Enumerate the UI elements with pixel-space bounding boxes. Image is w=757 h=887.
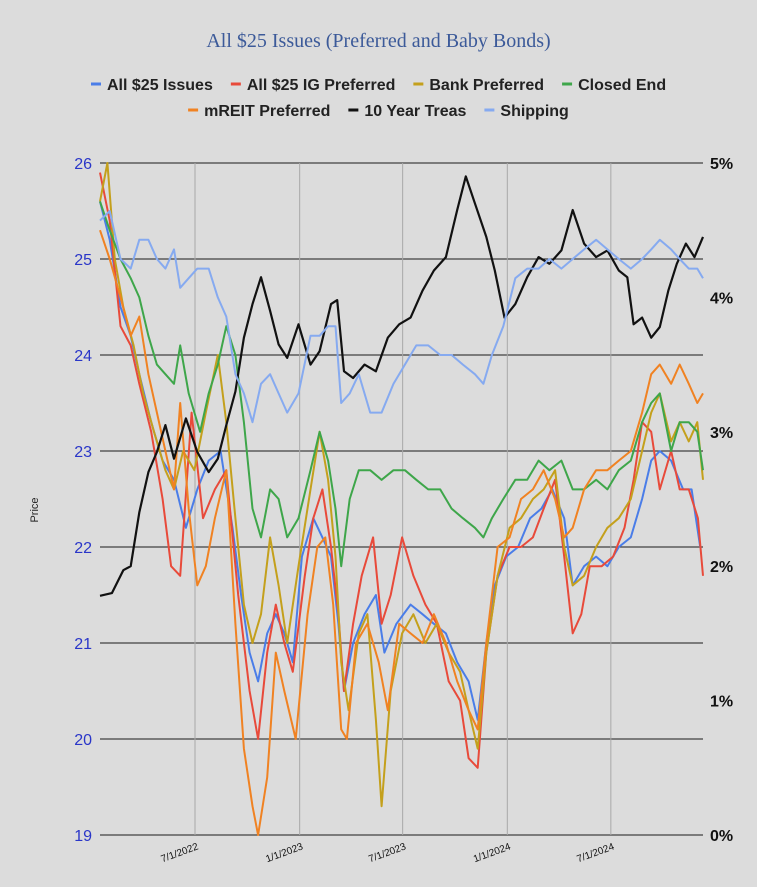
series-line [99, 172, 704, 769]
series-line [99, 175, 705, 597]
y-tick-label: 21 [74, 636, 92, 653]
legend-label: Shipping [500, 103, 568, 120]
y2-tick-label: 3% [710, 425, 733, 442]
chart-title: All $25 Issues (Preferred and Baby Bonds… [206, 30, 551, 52]
series-line [99, 201, 702, 721]
x-tick-label: 7/1/2024 [576, 841, 617, 865]
y-tick-label: 25 [74, 252, 92, 269]
x-tick-label: 1/1/2024 [472, 841, 513, 865]
legend-label: Closed End [578, 77, 666, 94]
legend-label: 10 Year Treas [364, 103, 466, 120]
legend-label: All $25 Issues [107, 77, 213, 94]
y2-tick-label: 5% [710, 156, 733, 173]
x-tick-label: 7/1/2023 [367, 841, 408, 865]
y2-tick-label: 2% [710, 559, 733, 576]
x-tick-label: 1/1/2023 [264, 841, 305, 865]
legend-row: mREIT Preferred 10 Year Treas Shipping [188, 103, 569, 120]
y2-tick-label: 4% [710, 290, 733, 307]
y-tick-label: 23 [74, 444, 92, 461]
series-line [99, 210, 704, 424]
y-tick-label: 26 [74, 156, 92, 173]
y2-tick-label: 0% [710, 828, 733, 845]
y-tick-label: 22 [74, 540, 92, 557]
legend-row: All $25 Issues All $25 IG Preferred Bank P… [91, 77, 666, 94]
y2-tick-label: 1% [710, 694, 733, 711]
y-tick-label: 24 [74, 348, 92, 365]
legend-label: Bank Preferred [429, 77, 544, 94]
legend-label: mREIT Preferred [204, 103, 330, 120]
series-line [99, 162, 704, 808]
series-line [99, 201, 704, 568]
x-tick-label: 7/1/2022 [160, 841, 201, 865]
legend-label: All $25 IG Preferred [247, 77, 396, 94]
y-tick-label: 20 [74, 732, 92, 749]
series-line [99, 229, 704, 836]
y-tick-label: 19 [74, 828, 92, 845]
